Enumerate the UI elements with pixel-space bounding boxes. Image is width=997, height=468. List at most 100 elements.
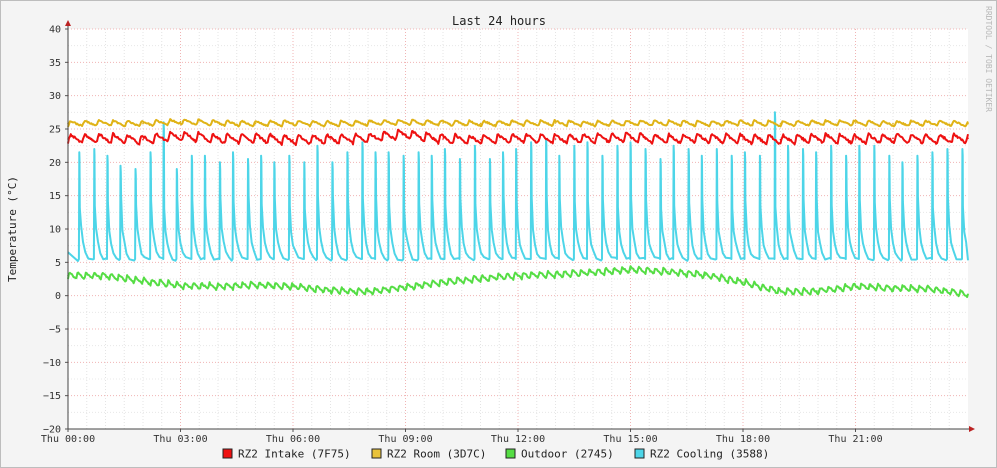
series-line-rz2-room-point — [217, 122, 219, 124]
series-line-outdoor-point — [179, 284, 182, 287]
y-tick-label: 10 — [49, 225, 61, 236]
series-line-rz2-intake-point — [254, 137, 257, 140]
cooling-peak-point — [672, 144, 675, 147]
series-line-rz2-intake-point — [217, 138, 219, 140]
y-tick-labels: −20 −15 −10 −5 0 5 10 15 20 25 30 35 40 — [43, 25, 68, 436]
series-line-rz2-intake-point — [179, 134, 182, 137]
series-line-outdoor-point — [629, 268, 632, 271]
series-line-rz2-intake-point — [517, 137, 519, 140]
y-tick-label: 40 — [49, 25, 61, 36]
cooling-peak-point — [474, 144, 476, 147]
series-line-rz2-intake-point — [104, 137, 107, 140]
cooling-peak-point — [659, 158, 662, 160]
series-line-outdoor-point — [104, 274, 107, 277]
cooling-peak-point — [175, 168, 178, 170]
series-line-rz2-room-point — [629, 122, 632, 124]
series-line-rz2-intake-point — [779, 138, 782, 141]
series-line-rz2-room-point — [779, 122, 782, 125]
series-line-rz2-room-point — [892, 122, 894, 125]
cooling-peak-point — [644, 148, 647, 150]
series-line-rz2-intake-point — [854, 138, 857, 140]
series-line-rz2-intake-point — [629, 136, 632, 139]
series-line-rz2-room-point — [179, 120, 182, 123]
series-line-rz2-intake — [67, 128, 969, 147]
series-line-rz2-room-point — [554, 122, 557, 124]
legend-swatch — [371, 448, 382, 459]
series-line-outdoor-point — [817, 290, 819, 292]
y-tick-label: 5 — [55, 258, 61, 269]
series-line-rz2-intake-point — [892, 137, 894, 140]
legend: RZ2 Intake (7F75) RZ2 Room (3D7C) Outdoor … — [222, 448, 769, 461]
series-line-rz2-intake-point — [704, 137, 707, 140]
cooling-peak-point — [774, 111, 776, 114]
series-line-outdoor-point — [554, 273, 557, 276]
y-tick-label: 20 — [49, 158, 61, 169]
cooling-peak-point — [219, 161, 221, 164]
cooling-peak-point — [961, 148, 964, 150]
y-axis-arrow — [65, 20, 71, 26]
cooling-peak-point — [78, 151, 81, 154]
series-line-outdoor-point — [479, 277, 482, 280]
cooling-peak-point — [916, 154, 919, 157]
x-tick-label: Thu 18:00 — [716, 434, 770, 445]
cooling-peak-point — [331, 161, 334, 164]
series-line-rz2-room-point — [929, 122, 932, 124]
cooling-peak-point — [106, 154, 109, 157]
legend-swatch — [634, 448, 645, 459]
y-tick-label: 25 — [49, 125, 61, 136]
chart-title: Last 24 hours — [452, 14, 546, 28]
watermark-text: RRDTOOL / TOBI OETIKER — [984, 6, 993, 112]
series-line-rz2-intake-point — [479, 138, 482, 141]
legend-label: RZ2 Intake (7F75) — [238, 448, 351, 461]
x-tick-label: Thu 12:00 — [491, 434, 545, 445]
cooling-peak-point — [232, 151, 234, 154]
series-line-outdoor-point — [329, 289, 332, 292]
cooling-peak-point — [119, 164, 122, 167]
series-line-outdoor-point — [592, 271, 594, 274]
series-line-rz2-room-point — [817, 122, 819, 124]
cooling-peak-point — [374, 151, 377, 154]
cooling-peak-point — [873, 144, 876, 147]
series-line-rz2-room-point — [404, 121, 407, 124]
cooling-peak-point — [759, 154, 761, 157]
series-line-rz2-intake-point — [554, 138, 557, 140]
y-tick-label: −15 — [43, 391, 61, 402]
cooling-trace — [67, 111, 969, 262]
series-line-rz2-room-point — [479, 122, 482, 125]
cooling-peak-point — [616, 144, 619, 147]
cooling-peak-point — [715, 148, 718, 150]
series-line-outdoor-point — [517, 274, 519, 277]
series-line-rz2-intake-point — [404, 133, 407, 136]
cooling-peak-point — [888, 154, 891, 157]
cooling-peak-point — [946, 148, 949, 150]
cooling-peak-point — [93, 148, 96, 150]
y-tick-label: 0 — [55, 291, 61, 302]
cooling-peak-point — [459, 158, 461, 160]
cooling-peak-point — [530, 141, 532, 144]
y-tick-label: −10 — [43, 358, 61, 369]
x-tick-label: Thu 09:00 — [378, 434, 432, 445]
series-line-rz2-room-point — [292, 122, 294, 124]
series-line-outdoor-point — [892, 287, 894, 290]
x-tick-label: Thu 06:00 — [266, 434, 320, 445]
cooling-peak-point — [316, 144, 319, 147]
cooling-peak-point — [700, 154, 703, 157]
series-line-rz2-intake-point — [929, 138, 932, 140]
series-line-outdoor-point — [442, 281, 444, 284]
series-line-outdoor-point — [367, 290, 369, 293]
cooling-peak-point — [687, 148, 690, 150]
series-line-rz2-intake-point — [817, 137, 819, 140]
series-line-rz2-intake-point — [292, 138, 294, 141]
cooling-peak-point — [845, 154, 847, 157]
series-line-rz2-intake-point — [329, 138, 332, 140]
cooling-peak-point — [931, 151, 934, 154]
series-line-rz2-room-point — [442, 122, 444, 124]
x-tick-label: Thu 15:00 — [603, 434, 657, 445]
x-tick-labels: Thu 00:00 Thu 03:00 Thu 06:00 Thu 09:00 Thu … — [41, 429, 883, 445]
cooling-peak-point — [273, 161, 276, 164]
y-tick-label: 30 — [49, 91, 61, 102]
cooling-peak-point — [601, 154, 604, 157]
series-line-outdoor-point — [254, 284, 257, 286]
series-line-outdoor — [67, 265, 969, 299]
series-line-rz2-intake-point — [142, 138, 144, 141]
